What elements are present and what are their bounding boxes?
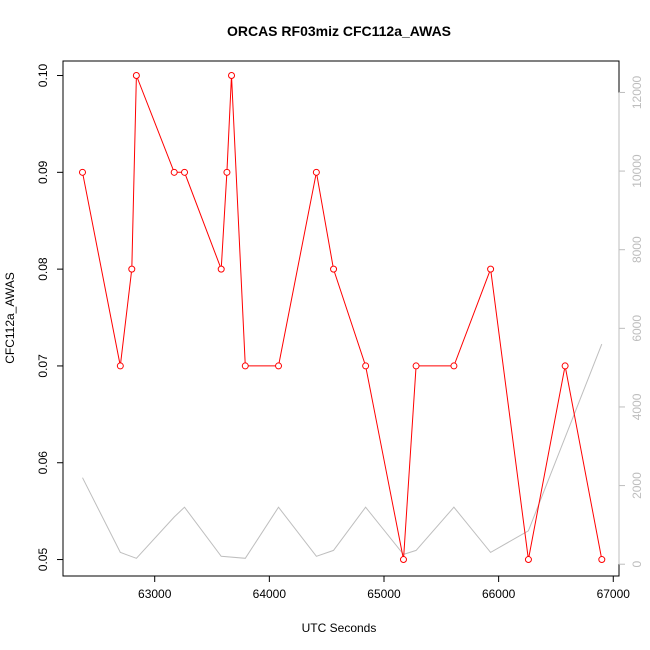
y-axis: 0.05 0.06 0.07 0.08 0.09 0.10 [36, 64, 64, 572]
y-tick-label: 0.06 [36, 451, 50, 475]
data-point [412, 362, 420, 370]
x-tick-label: 63000 [138, 587, 172, 601]
x-tick-label: 67000 [597, 587, 631, 601]
data-point [228, 72, 236, 80]
y-axis-label: CFC112a_AWAS [3, 272, 17, 364]
x-axis-label: UTC Seconds [302, 621, 377, 635]
data-point [181, 168, 189, 176]
chart-title: ORCAS RF03miz CFC112a_AWAS [227, 23, 451, 39]
series-line [82, 75, 603, 560]
data-point [487, 265, 495, 273]
data-point [128, 265, 136, 273]
data-point [330, 265, 338, 273]
x-axis: 63000 64000 65000 66000 67000 [138, 575, 631, 601]
data-point [78, 168, 86, 176]
x-tick-label: 66000 [482, 587, 516, 601]
plot-area-frame [62, 60, 620, 577]
data-point [223, 168, 231, 176]
y-tick-label: 0.10 [36, 64, 50, 88]
y-tick-label: 0.08 [36, 257, 50, 281]
x-tick-label: 64000 [253, 587, 287, 601]
data-point [598, 556, 606, 564]
data-point [116, 362, 124, 370]
data-point [450, 362, 458, 370]
data-point [132, 72, 140, 80]
series-line [82, 343, 603, 559]
secondary-y-tick-label: 8000 [630, 236, 644, 263]
data-point [561, 362, 569, 370]
grey-series [82, 343, 603, 559]
data-point [241, 362, 249, 370]
data-point [399, 556, 407, 564]
red-series [78, 72, 606, 564]
x-tick-label: 65000 [367, 587, 401, 601]
secondary-y-axis: 0 2000 4000 6000 8000 10000 12000 [618, 75, 644, 568]
data-point [275, 362, 283, 370]
secondary-y-tick-label: 0 [630, 561, 644, 568]
data-point [524, 556, 532, 564]
secondary-y-tick-label: 6000 [630, 315, 644, 342]
y-tick-label: 0.07 [36, 354, 50, 378]
secondary-y-tick-label: 2000 [630, 472, 644, 499]
data-point [170, 168, 178, 176]
data-point [217, 265, 225, 273]
y-tick-label: 0.09 [36, 160, 50, 184]
data-point [312, 168, 320, 176]
secondary-y-tick-label: 12000 [630, 75, 644, 109]
secondary-y-tick-label: 10000 [630, 154, 644, 188]
secondary-y-tick-label: 4000 [630, 393, 644, 420]
data-point [362, 362, 370, 370]
y-tick-label: 0.05 [36, 548, 50, 572]
